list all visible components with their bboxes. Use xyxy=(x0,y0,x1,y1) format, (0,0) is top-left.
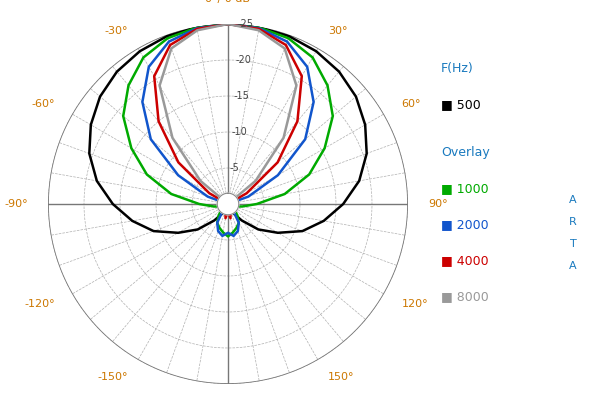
Text: 150°: 150° xyxy=(328,372,355,382)
Text: -10: -10 xyxy=(232,127,248,137)
Text: -20: -20 xyxy=(236,55,251,65)
Text: -60°: -60° xyxy=(31,99,55,109)
Text: R: R xyxy=(569,217,577,227)
Text: F(Hz): F(Hz) xyxy=(441,62,474,75)
Text: 90°: 90° xyxy=(428,199,448,209)
Text: Overlay: Overlay xyxy=(441,146,490,159)
Text: 120°: 120° xyxy=(401,299,428,309)
Text: -25: -25 xyxy=(238,19,253,29)
Text: -120°: -120° xyxy=(24,299,55,309)
Text: ■ 1000: ■ 1000 xyxy=(441,182,488,195)
Text: ■ 500: ■ 500 xyxy=(441,98,481,111)
Text: ■ 2000: ■ 2000 xyxy=(441,218,488,231)
Text: 0°/ 0 dB: 0°/ 0 dB xyxy=(205,0,251,4)
Polygon shape xyxy=(217,193,239,215)
Text: A: A xyxy=(569,261,577,271)
Text: ■ 8000: ■ 8000 xyxy=(441,290,489,303)
Text: 30°: 30° xyxy=(328,26,347,36)
Text: T: T xyxy=(569,239,577,249)
Text: -150°: -150° xyxy=(97,372,128,382)
Text: -30°: -30° xyxy=(104,26,128,36)
Text: ■ 4000: ■ 4000 xyxy=(441,254,488,267)
Text: -15: -15 xyxy=(233,91,250,101)
Text: A: A xyxy=(569,195,577,205)
Text: 60°: 60° xyxy=(401,99,421,109)
Text: -5: -5 xyxy=(230,163,239,173)
Text: -90°: -90° xyxy=(4,199,28,209)
